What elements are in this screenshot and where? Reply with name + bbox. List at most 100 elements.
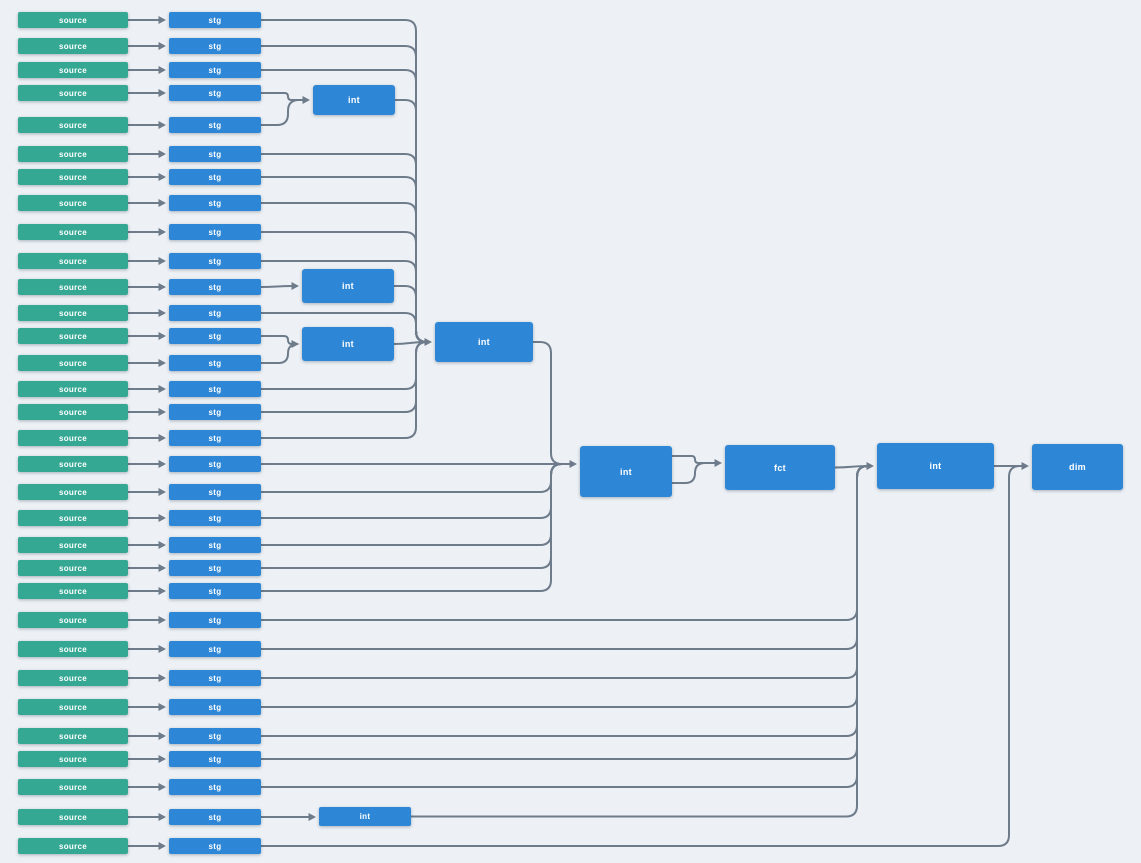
node-source-9[interactable]: source (18, 224, 128, 240)
node-int7[interactable]: int (319, 807, 411, 826)
node-source-19[interactable]: source (18, 484, 128, 500)
node-fct[interactable]: fct (725, 445, 835, 490)
node-source-27[interactable]: source (18, 699, 128, 715)
edge-arrowhead (424, 338, 432, 346)
node-stg-20[interactable]: stg (169, 510, 261, 526)
node-source-23[interactable]: source (18, 583, 128, 599)
node-source-25[interactable]: source (18, 641, 128, 657)
node-stg-19[interactable]: stg (169, 484, 261, 500)
edge-arrowhead (158, 488, 166, 496)
edge-arrowhead (158, 813, 166, 821)
node-stg-26[interactable]: stg (169, 670, 261, 686)
node-source-8[interactable]: source (18, 195, 128, 211)
node-source-26[interactable]: source (18, 670, 128, 686)
edge-arrowhead (158, 150, 166, 158)
edge-stg-5-int1 (260, 99, 305, 126)
node-source-12[interactable]: source (18, 305, 128, 321)
node-source-32[interactable]: source (18, 838, 128, 854)
node-stg-24[interactable]: stg (169, 612, 261, 628)
node-stg-12[interactable]: stg (169, 305, 261, 321)
node-stg-2[interactable]: stg (169, 38, 261, 54)
node-source-15[interactable]: source (18, 381, 128, 397)
node-stg-27[interactable]: stg (169, 699, 261, 715)
node-int3[interactable]: int (302, 327, 394, 361)
node-source-21[interactable]: source (18, 537, 128, 553)
edge-arrowhead (158, 42, 166, 50)
node-int5[interactable]: int (580, 446, 672, 497)
node-source-17[interactable]: source (18, 430, 128, 446)
node-int4[interactable]: int (435, 322, 533, 362)
node-stg-25[interactable]: stg (169, 641, 261, 657)
node-stg-32[interactable]: stg (169, 838, 261, 854)
node-int2[interactable]: int (302, 269, 394, 303)
node-source-2[interactable]: source (18, 38, 128, 54)
edge-stg-11-int2 (260, 285, 294, 288)
node-source-10[interactable]: source (18, 253, 128, 269)
node-source-13[interactable]: source (18, 328, 128, 344)
node-source-4[interactable]: source (18, 85, 128, 101)
node-stg-6[interactable]: stg (169, 146, 261, 162)
edge-arrowhead (158, 66, 166, 74)
node-source-31[interactable]: source (18, 809, 128, 825)
node-stg-13[interactable]: stg (169, 328, 261, 344)
node-source-11[interactable]: source (18, 279, 128, 295)
edge-arrowhead (158, 783, 166, 791)
edge-int5-fct (671, 462, 717, 484)
node-stg-1[interactable]: stg (169, 12, 261, 28)
node-source-30[interactable]: source (18, 779, 128, 795)
node-stg-7[interactable]: stg (169, 169, 261, 185)
node-stg-18[interactable]: stg (169, 456, 261, 472)
edge-arrowhead (158, 587, 166, 595)
edge-int4-int5 (532, 341, 572, 465)
node-stg-15[interactable]: stg (169, 381, 261, 397)
node-stg-5[interactable]: stg (169, 117, 261, 133)
edge-arrowhead (158, 541, 166, 549)
node-int6[interactable]: int (877, 443, 994, 489)
node-stg-8[interactable]: stg (169, 195, 261, 211)
node-source-24[interactable]: source (18, 612, 128, 628)
node-source-16[interactable]: source (18, 404, 128, 420)
node-stg-31[interactable]: stg (169, 809, 261, 825)
edge-arrowhead (158, 309, 166, 317)
node-stg-4[interactable]: stg (169, 85, 261, 101)
node-source-18[interactable]: source (18, 456, 128, 472)
edge-stg-4-int1 (260, 92, 305, 101)
edge-int7-int6 (410, 465, 869, 818)
edge-stg-23-int5 (260, 463, 572, 592)
edge-arrowhead (158, 257, 166, 265)
edge-arrowhead (158, 228, 166, 236)
node-stg-30[interactable]: stg (169, 779, 261, 795)
node-stg-14[interactable]: stg (169, 355, 261, 371)
edge-arrowhead (158, 385, 166, 393)
node-source-29[interactable]: source (18, 751, 128, 767)
edge-arrowhead (158, 732, 166, 740)
edge-arrowhead (158, 755, 166, 763)
edge-arrowhead (158, 434, 166, 442)
node-stg-23[interactable]: stg (169, 583, 261, 599)
node-source-3[interactable]: source (18, 62, 128, 78)
node-source-22[interactable]: source (18, 560, 128, 576)
edge-arrowhead (158, 842, 166, 850)
node-stg-21[interactable]: stg (169, 537, 261, 553)
node-stg-28[interactable]: stg (169, 728, 261, 744)
node-source-14[interactable]: source (18, 355, 128, 371)
node-source-6[interactable]: source (18, 146, 128, 162)
node-stg-3[interactable]: stg (169, 62, 261, 78)
node-stg-10[interactable]: stg (169, 253, 261, 269)
node-source-20[interactable]: source (18, 510, 128, 526)
node-source-7[interactable]: source (18, 169, 128, 185)
node-stg-16[interactable]: stg (169, 404, 261, 420)
edge-arrowhead (158, 359, 166, 367)
edge-arrowhead (158, 674, 166, 682)
node-source-1[interactable]: source (18, 12, 128, 28)
edge-arrowhead (158, 460, 166, 468)
node-stg-9[interactable]: stg (169, 224, 261, 240)
node-source-5[interactable]: source (18, 117, 128, 133)
node-source-28[interactable]: source (18, 728, 128, 744)
node-int1[interactable]: int (313, 85, 395, 115)
node-dim[interactable]: dim (1032, 444, 1123, 490)
node-stg-29[interactable]: stg (169, 751, 261, 767)
node-stg-11[interactable]: stg (169, 279, 261, 295)
node-stg-22[interactable]: stg (169, 560, 261, 576)
node-stg-17[interactable]: stg (169, 430, 261, 446)
